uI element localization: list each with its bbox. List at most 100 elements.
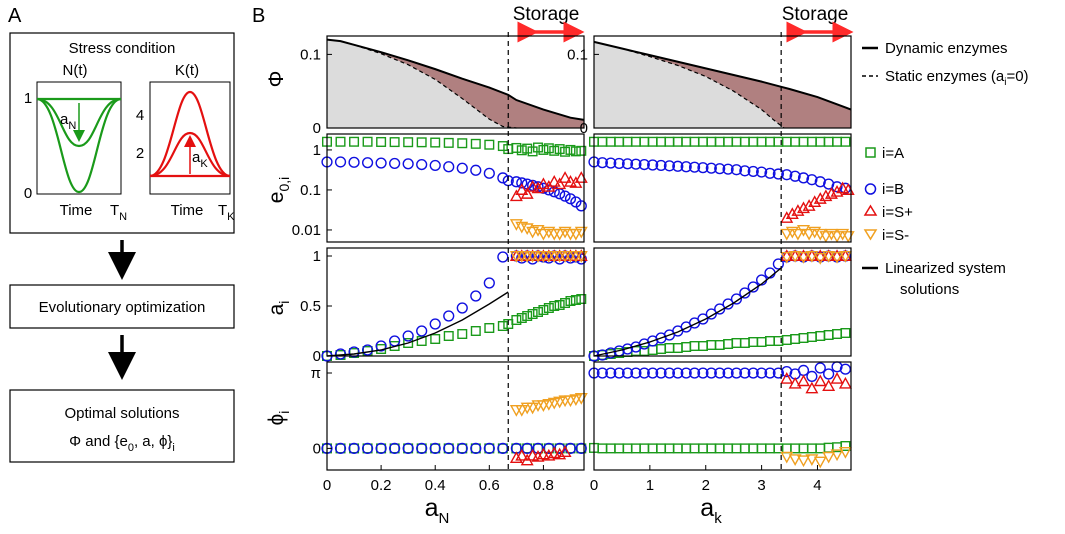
e0-left-point bbox=[509, 219, 523, 231]
phi-right-static-area bbox=[594, 41, 784, 128]
e0-left-point bbox=[526, 226, 540, 239]
evolutionary-optimization-text: Evolutionary optimization bbox=[39, 299, 206, 316]
a-right-frame bbox=[593, 247, 852, 357]
a-right-point bbox=[813, 249, 827, 261]
a-left-point bbox=[497, 251, 509, 263]
phase-right-point bbox=[798, 443, 809, 454]
a-right-point bbox=[681, 342, 692, 353]
e0-left-point bbox=[430, 137, 441, 148]
k-t-title: K(t) bbox=[175, 62, 199, 79]
e0-right-point bbox=[806, 174, 818, 186]
e0-right-point bbox=[806, 136, 817, 147]
a-left-point bbox=[527, 309, 538, 320]
phase-left-point bbox=[575, 442, 587, 455]
e0-right-point bbox=[808, 195, 822, 207]
e0-right-point bbox=[780, 228, 794, 241]
phase-left-ytick-label: 0 bbox=[313, 440, 321, 457]
phase-left-point bbox=[470, 442, 482, 455]
e0-right-point bbox=[808, 226, 822, 239]
phase-left-point bbox=[521, 442, 533, 455]
a-right-point bbox=[822, 251, 836, 263]
phase-left-point bbox=[443, 442, 455, 455]
phase-right-point bbox=[823, 368, 835, 380]
phase-right-point bbox=[790, 443, 801, 454]
phase-right-point bbox=[639, 443, 650, 454]
phi-left-ytick-label: 0.1 bbox=[300, 46, 321, 63]
a-right-point bbox=[748, 337, 759, 348]
e0-right-point bbox=[832, 136, 843, 147]
phase-left-xtick-label: 0.8 bbox=[533, 477, 554, 494]
e0-left-point bbox=[526, 180, 540, 192]
e0-right-point bbox=[802, 228, 816, 241]
e0-right-point bbox=[739, 136, 750, 147]
e0-left-point bbox=[335, 136, 346, 147]
phase-right-point bbox=[655, 367, 667, 379]
e0-right-point bbox=[791, 204, 805, 216]
e0-right-point bbox=[614, 136, 625, 147]
a-left-linearized-line bbox=[326, 291, 509, 357]
e0-left-point bbox=[416, 158, 428, 171]
phase-right-point bbox=[630, 443, 641, 454]
phase-right-point bbox=[764, 443, 775, 454]
e0-right-point bbox=[840, 136, 851, 147]
a-right-point bbox=[798, 333, 809, 344]
e0-left-point bbox=[553, 177, 567, 190]
a-left-point bbox=[416, 325, 428, 337]
e0-right-point bbox=[836, 228, 850, 241]
e0-right-point bbox=[621, 158, 634, 170]
e0-left-point bbox=[334, 156, 347, 168]
phi-right-static-line bbox=[593, 41, 785, 129]
phase-right-point bbox=[838, 376, 852, 389]
phase-right-point bbox=[638, 367, 650, 379]
a-right-point bbox=[739, 338, 750, 349]
a-left-point bbox=[497, 321, 508, 332]
legend-marker-sm bbox=[863, 229, 878, 241]
e0-right-point bbox=[655, 159, 667, 172]
a-right-point bbox=[714, 340, 725, 351]
e0-left-point bbox=[376, 136, 387, 147]
a-left-point bbox=[456, 302, 468, 314]
e0-left-point bbox=[443, 137, 454, 148]
e0-left-point bbox=[389, 137, 400, 148]
legend-dynamic-text: Dynamic enzymes bbox=[885, 40, 1008, 57]
phase-right-point bbox=[797, 455, 810, 468]
e0-left-point bbox=[520, 187, 534, 199]
e0-right-point bbox=[789, 170, 801, 182]
a-left-point bbox=[457, 329, 468, 340]
a-right-point bbox=[790, 334, 801, 345]
a-left-point bbox=[511, 315, 522, 326]
e0-left-point bbox=[553, 228, 567, 241]
phase-right-point bbox=[688, 367, 701, 379]
e0-right-point bbox=[764, 136, 775, 147]
phase-right-point bbox=[705, 367, 717, 379]
e0-left-point bbox=[565, 144, 576, 155]
e0-right-point bbox=[630, 158, 642, 170]
a-right-point bbox=[705, 308, 717, 320]
a-left-ytick-label: 0 bbox=[313, 348, 321, 365]
a-right-point bbox=[764, 336, 775, 347]
e0-right-point bbox=[797, 224, 810, 237]
phase-left-point bbox=[416, 442, 428, 455]
e0-right-point bbox=[790, 136, 801, 147]
a-right-point bbox=[756, 337, 767, 348]
e0-right-point bbox=[819, 231, 833, 243]
phase-left-point bbox=[456, 442, 468, 455]
e0-left-ytick-label: 0.1 bbox=[300, 182, 321, 199]
e0-right-point bbox=[647, 159, 659, 171]
e0-left-point bbox=[538, 144, 549, 155]
e0-right-point bbox=[780, 211, 794, 223]
e0-left-point bbox=[569, 228, 583, 241]
phase-right-point bbox=[756, 443, 767, 454]
phase-right-frame bbox=[593, 361, 852, 471]
a-left-point bbox=[470, 326, 481, 337]
phase-right-point bbox=[739, 443, 750, 454]
panel-a: A Stress condition N(t) 1 0 aN Time TN K… bbox=[8, 5, 235, 463]
phi-left-static-area bbox=[327, 39, 517, 128]
phase-right-point bbox=[806, 370, 818, 383]
phase-right-point bbox=[722, 367, 734, 379]
phase-left-point bbox=[558, 445, 572, 457]
phase-right-point bbox=[689, 443, 700, 454]
n-t-ytick-1: 1 bbox=[24, 90, 32, 107]
e0-left-point bbox=[375, 157, 387, 169]
a-right-point bbox=[840, 328, 851, 339]
